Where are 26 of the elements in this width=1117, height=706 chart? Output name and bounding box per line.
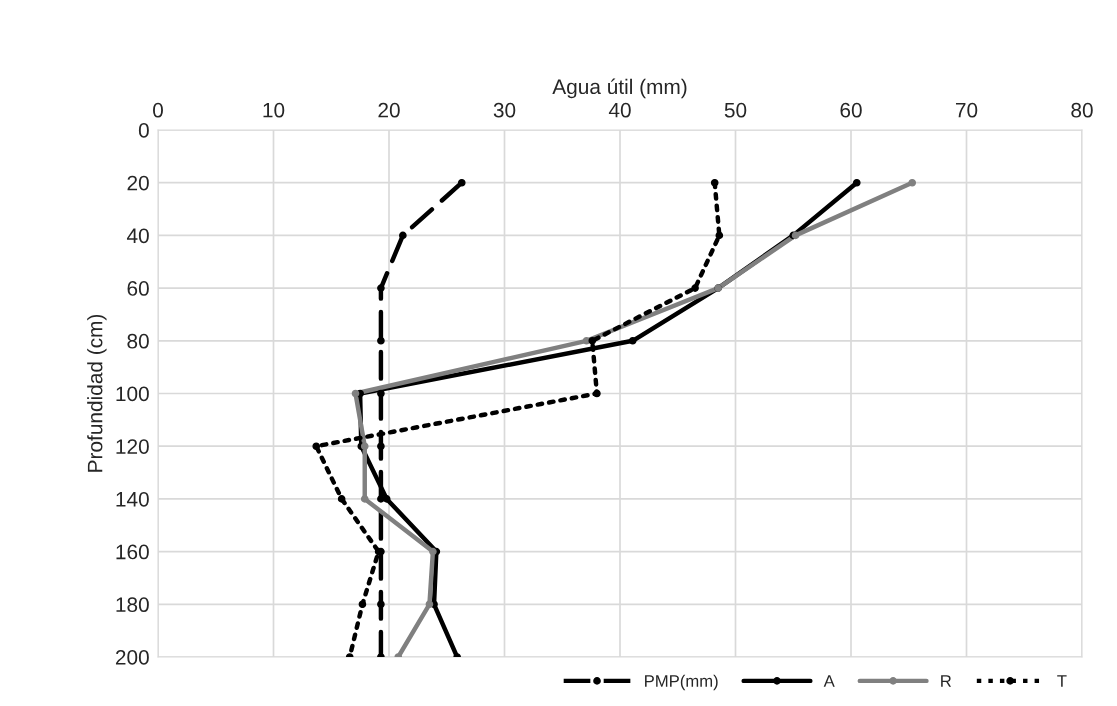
x-tick-label: 80 [1071, 102, 1093, 118]
y-axis-title: Profundidad (cm) [87, 314, 107, 472]
y-tick-label: 140 [116, 491, 149, 507]
y-tick-label: 120 [116, 439, 149, 454]
legend-label: A [823, 675, 835, 687]
legend-label: PMP(mm) [645, 674, 718, 691]
y-tick-label: 180 [116, 597, 149, 613]
x-tick-label: 0 [153, 102, 163, 118]
x-tick-label: 40 [608, 102, 631, 118]
y-tick-label: 40 [126, 228, 149, 244]
x-tick-label: 10 [263, 102, 285, 118]
legend-label: T [1057, 675, 1067, 687]
y-tick-label: 0 [138, 123, 149, 138]
y-tick-label: 160 [116, 544, 149, 560]
x-tick-label: 30 [493, 102, 516, 118]
y-tick-label: 60 [127, 281, 149, 296]
x-tick-label: 60 [840, 102, 862, 118]
x-tick-label: 70 [955, 102, 978, 118]
x-tick-label: 50 [724, 102, 747, 118]
x-axis-title: Agua útil (mm) [552, 78, 687, 99]
x-tick-label: 20 [378, 102, 400, 118]
y-tick-label: 200 [115, 650, 149, 665]
y-tick-label: 80 [127, 333, 149, 349]
legend-label: R [941, 675, 952, 687]
y-tick-label: 100 [116, 386, 149, 402]
y-tick-label: 20 [127, 175, 149, 191]
